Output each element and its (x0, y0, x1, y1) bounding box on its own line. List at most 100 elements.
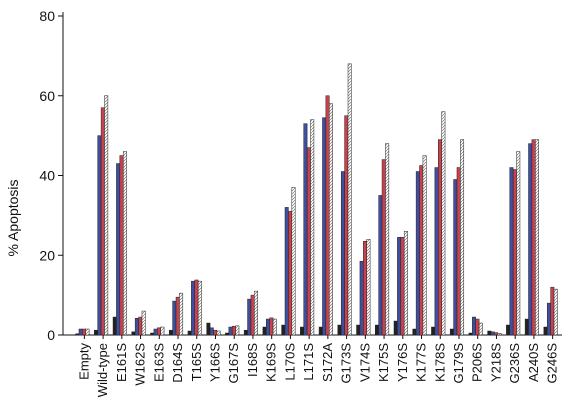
bar (393, 320, 398, 336)
bar (138, 316, 143, 336)
bar (366, 239, 371, 336)
bar (524, 318, 529, 336)
x-tick-label: G167S (226, 343, 241, 384)
bar (172, 300, 177, 336)
bar (422, 155, 427, 336)
bar (291, 187, 296, 336)
bar (157, 327, 161, 336)
y-tick-label: 0 (47, 327, 55, 343)
bar (78, 328, 83, 336)
bar (116, 163, 121, 336)
bar (449, 328, 454, 336)
bar (153, 328, 158, 336)
bar (94, 329, 98, 336)
bar (97, 135, 102, 336)
bar (403, 231, 408, 336)
y-tick-label: 20 (39, 247, 55, 263)
x-tick-label: A240S (526, 343, 541, 382)
bar (381, 159, 386, 336)
bar (213, 329, 218, 336)
bar (187, 330, 192, 336)
y-tick-label: 80 (39, 8, 55, 24)
bar (131, 331, 136, 336)
x-tick-label: E161S (114, 343, 129, 382)
y-tick-label: 60 (39, 88, 55, 104)
bar (506, 324, 511, 336)
bar (344, 115, 349, 336)
bar (216, 330, 221, 336)
bar (531, 139, 536, 336)
bar (254, 290, 258, 336)
bar (272, 318, 277, 336)
x-tick-label: K175S (376, 343, 391, 382)
bar (281, 324, 286, 336)
bar (303, 123, 308, 336)
bar (194, 279, 199, 336)
bar (300, 326, 304, 336)
x-tick-label: Y176S (395, 343, 410, 382)
x-tick-label: G179S (451, 343, 466, 384)
bar (288, 211, 293, 336)
bar (412, 328, 417, 336)
bar (119, 155, 124, 336)
bar (397, 237, 402, 336)
x-tick-label: G173S (339, 343, 354, 384)
bar (468, 332, 473, 336)
bar (535, 139, 539, 336)
bar (318, 326, 323, 336)
bar (363, 241, 367, 336)
bar (528, 143, 533, 336)
bar (337, 324, 342, 336)
bar (306, 147, 311, 336)
plot-area: 0 20 40 60 80 Empty Wild-type E161S W162S E163S D1… (39, 8, 562, 397)
x-tick-label: L171S (301, 343, 316, 381)
bar (340, 171, 345, 336)
bar (378, 195, 383, 336)
bar (225, 332, 230, 336)
bar (134, 318, 139, 336)
bar (168, 329, 173, 336)
x-tick-label: T165S (189, 343, 204, 382)
bar (456, 167, 461, 336)
x-tick-label: G246S (545, 343, 560, 384)
bar (269, 317, 274, 336)
bar (553, 288, 558, 336)
x-tick-label: W162S (133, 343, 148, 386)
bar (487, 330, 492, 336)
y-tick-label: 40 (39, 168, 55, 184)
bar (75, 333, 80, 336)
x-tick-label: K177S (414, 343, 429, 382)
bar (490, 331, 495, 336)
x-tick-label: K169S (264, 343, 279, 382)
x-tick-label: I168S (245, 343, 260, 377)
bar (497, 333, 502, 336)
bar (546, 302, 551, 336)
x-tick-label: S172A (320, 343, 335, 382)
bar (347, 63, 352, 336)
x-tick-label: L170S (282, 343, 297, 381)
bar (325, 95, 330, 336)
bar (550, 286, 555, 336)
bar (243, 329, 248, 336)
bar (512, 169, 517, 336)
bar (160, 326, 165, 336)
bar (375, 324, 379, 336)
bar (359, 260, 364, 336)
bar (197, 280, 202, 336)
x-tick-label: V174S (357, 343, 372, 382)
x-tick-label: Wild-type (95, 343, 110, 397)
bar (150, 332, 155, 336)
bar (250, 294, 255, 336)
bar (228, 326, 233, 336)
bar (400, 237, 405, 336)
bar (453, 179, 458, 336)
bar (247, 298, 252, 336)
bar (329, 103, 333, 336)
bar (191, 280, 196, 336)
bar (310, 119, 315, 336)
bar (104, 95, 109, 336)
x-tick-label: P206S (470, 343, 485, 382)
bar (231, 325, 236, 336)
bar (543, 326, 548, 336)
